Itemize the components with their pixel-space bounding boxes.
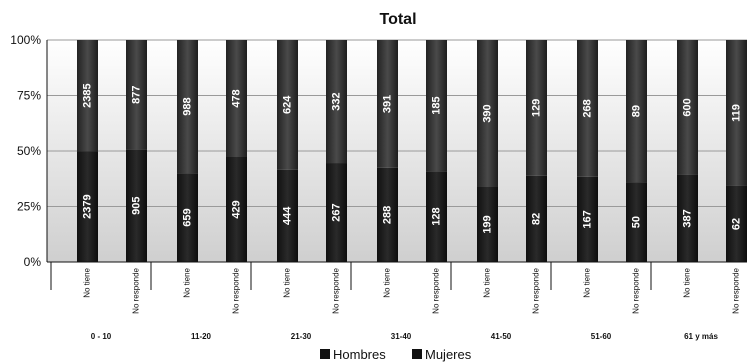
y-axis-ticks: 0% 25% 50% 75% 100% — [10, 33, 41, 269]
y-tick-label: 75% — [17, 89, 41, 103]
data-label-hombres: 2379 — [81, 194, 93, 218]
chart-title: Total — [379, 11, 416, 28]
legend-swatch-mujeres — [412, 349, 422, 359]
legend-label-mujeres: Mujeres — [425, 347, 472, 362]
bar-mujeres — [377, 40, 398, 168]
bars: 2379 2385 905 877 659 988 429 478 444 624 267 332 28… — [77, 40, 747, 262]
bar-hombres — [677, 174, 698, 262]
bar-hombres — [726, 185, 747, 262]
bar-hombres — [426, 171, 447, 262]
category-label: No responde — [632, 267, 641, 313]
bar-mujeres — [726, 40, 747, 186]
data-label-mujeres: 624 — [281, 95, 293, 114]
data-label-hombres: 199 — [481, 215, 493, 233]
data-label-mujeres: 600 — [681, 98, 693, 116]
group-label: 0 - 10 — [91, 332, 112, 341]
bar-hombres — [126, 149, 147, 262]
y-tick-label: 0% — [24, 255, 42, 269]
bar-mujeres — [677, 40, 698, 175]
bar-hombres — [77, 151, 98, 262]
data-label-hombres: 82 — [530, 213, 542, 225]
data-label-mujeres: 390 — [481, 104, 493, 122]
category-label: No responde — [332, 267, 341, 313]
category-label: No tiene — [483, 267, 492, 297]
legend-swatch-hombres — [320, 349, 330, 359]
category-label: No responde — [532, 267, 541, 313]
data-label-hombres: 444 — [281, 206, 293, 225]
bar-mujeres — [477, 40, 498, 187]
data-label-hombres: 167 — [581, 210, 593, 228]
group-label: 61 y más — [684, 332, 718, 341]
bar-mujeres — [326, 40, 347, 164]
bar-mujeres — [526, 40, 547, 176]
bar-hombres — [277, 169, 298, 262]
group-label: 51-60 — [591, 332, 612, 341]
category-label: No responde — [732, 267, 741, 313]
data-label-mujeres: 478 — [230, 89, 242, 107]
category-label: No responde — [232, 267, 241, 313]
bar-mujeres — [177, 40, 198, 174]
bar-mujeres — [77, 40, 98, 152]
bar-mujeres — [426, 40, 447, 172]
data-label-hombres: 267 — [330, 203, 342, 221]
bar-hombres — [477, 186, 498, 262]
data-label-mujeres: 89 — [630, 105, 642, 117]
group-label: 21-30 — [291, 332, 312, 341]
data-label-mujeres: 391 — [381, 95, 393, 113]
category-label: No tiene — [183, 267, 192, 297]
bar-hombres — [377, 167, 398, 262]
data-label-mujeres: 129 — [530, 99, 542, 117]
data-label-mujeres: 988 — [181, 97, 193, 115]
data-label-hombres: 387 — [681, 209, 693, 227]
x-axis: No tiene No responde No tiene No responde No… — [46, 40, 747, 341]
data-label-mujeres: 2385 — [81, 83, 93, 107]
legend: Hombres Mujeres — [320, 347, 472, 362]
legend-label-hombres: Hombres — [333, 347, 386, 362]
category-label: No tiene — [583, 267, 592, 297]
data-label-hombres: 659 — [181, 208, 193, 226]
data-label-hombres: 50 — [630, 216, 642, 228]
data-label-mujeres: 268 — [581, 99, 593, 117]
category-label: No tiene — [683, 267, 692, 297]
bar-hombres — [626, 182, 647, 262]
bar-mujeres — [226, 40, 247, 157]
data-label-hombres: 288 — [381, 206, 393, 224]
bar-hombres — [326, 163, 347, 262]
bar-mujeres — [126, 40, 147, 150]
group-label: 11-20 — [191, 332, 212, 341]
bar-mujeres — [577, 40, 598, 177]
data-label-mujeres: 185 — [430, 96, 442, 114]
bar-hombres — [177, 173, 198, 262]
bar-hombres — [226, 156, 247, 262]
data-label-hombres: 429 — [230, 200, 242, 218]
y-tick-label: 25% — [17, 200, 41, 214]
y-tick-label: 100% — [10, 33, 41, 47]
data-label-mujeres: 877 — [130, 85, 142, 103]
data-label-hombres: 905 — [130, 196, 142, 214]
data-label-hombres: 62 — [730, 218, 742, 230]
group-label: 31-40 — [391, 332, 412, 341]
bar-mujeres — [626, 40, 647, 183]
category-label: No tiene — [383, 267, 392, 297]
group-label: 41-50 — [491, 332, 512, 341]
category-label: No responde — [432, 267, 441, 313]
data-label-mujeres: 332 — [330, 92, 342, 110]
bar-hombres — [577, 176, 598, 262]
category-label: No tiene — [83, 267, 92, 297]
y-tick-label: 50% — [17, 144, 41, 158]
bar-hombres — [526, 175, 547, 262]
category-label: No responde — [132, 267, 141, 313]
data-label-mujeres: 119 — [730, 104, 742, 122]
data-label-hombres: 128 — [430, 207, 442, 225]
category-label: No tiene — [283, 267, 292, 297]
bar-mujeres — [277, 40, 298, 170]
